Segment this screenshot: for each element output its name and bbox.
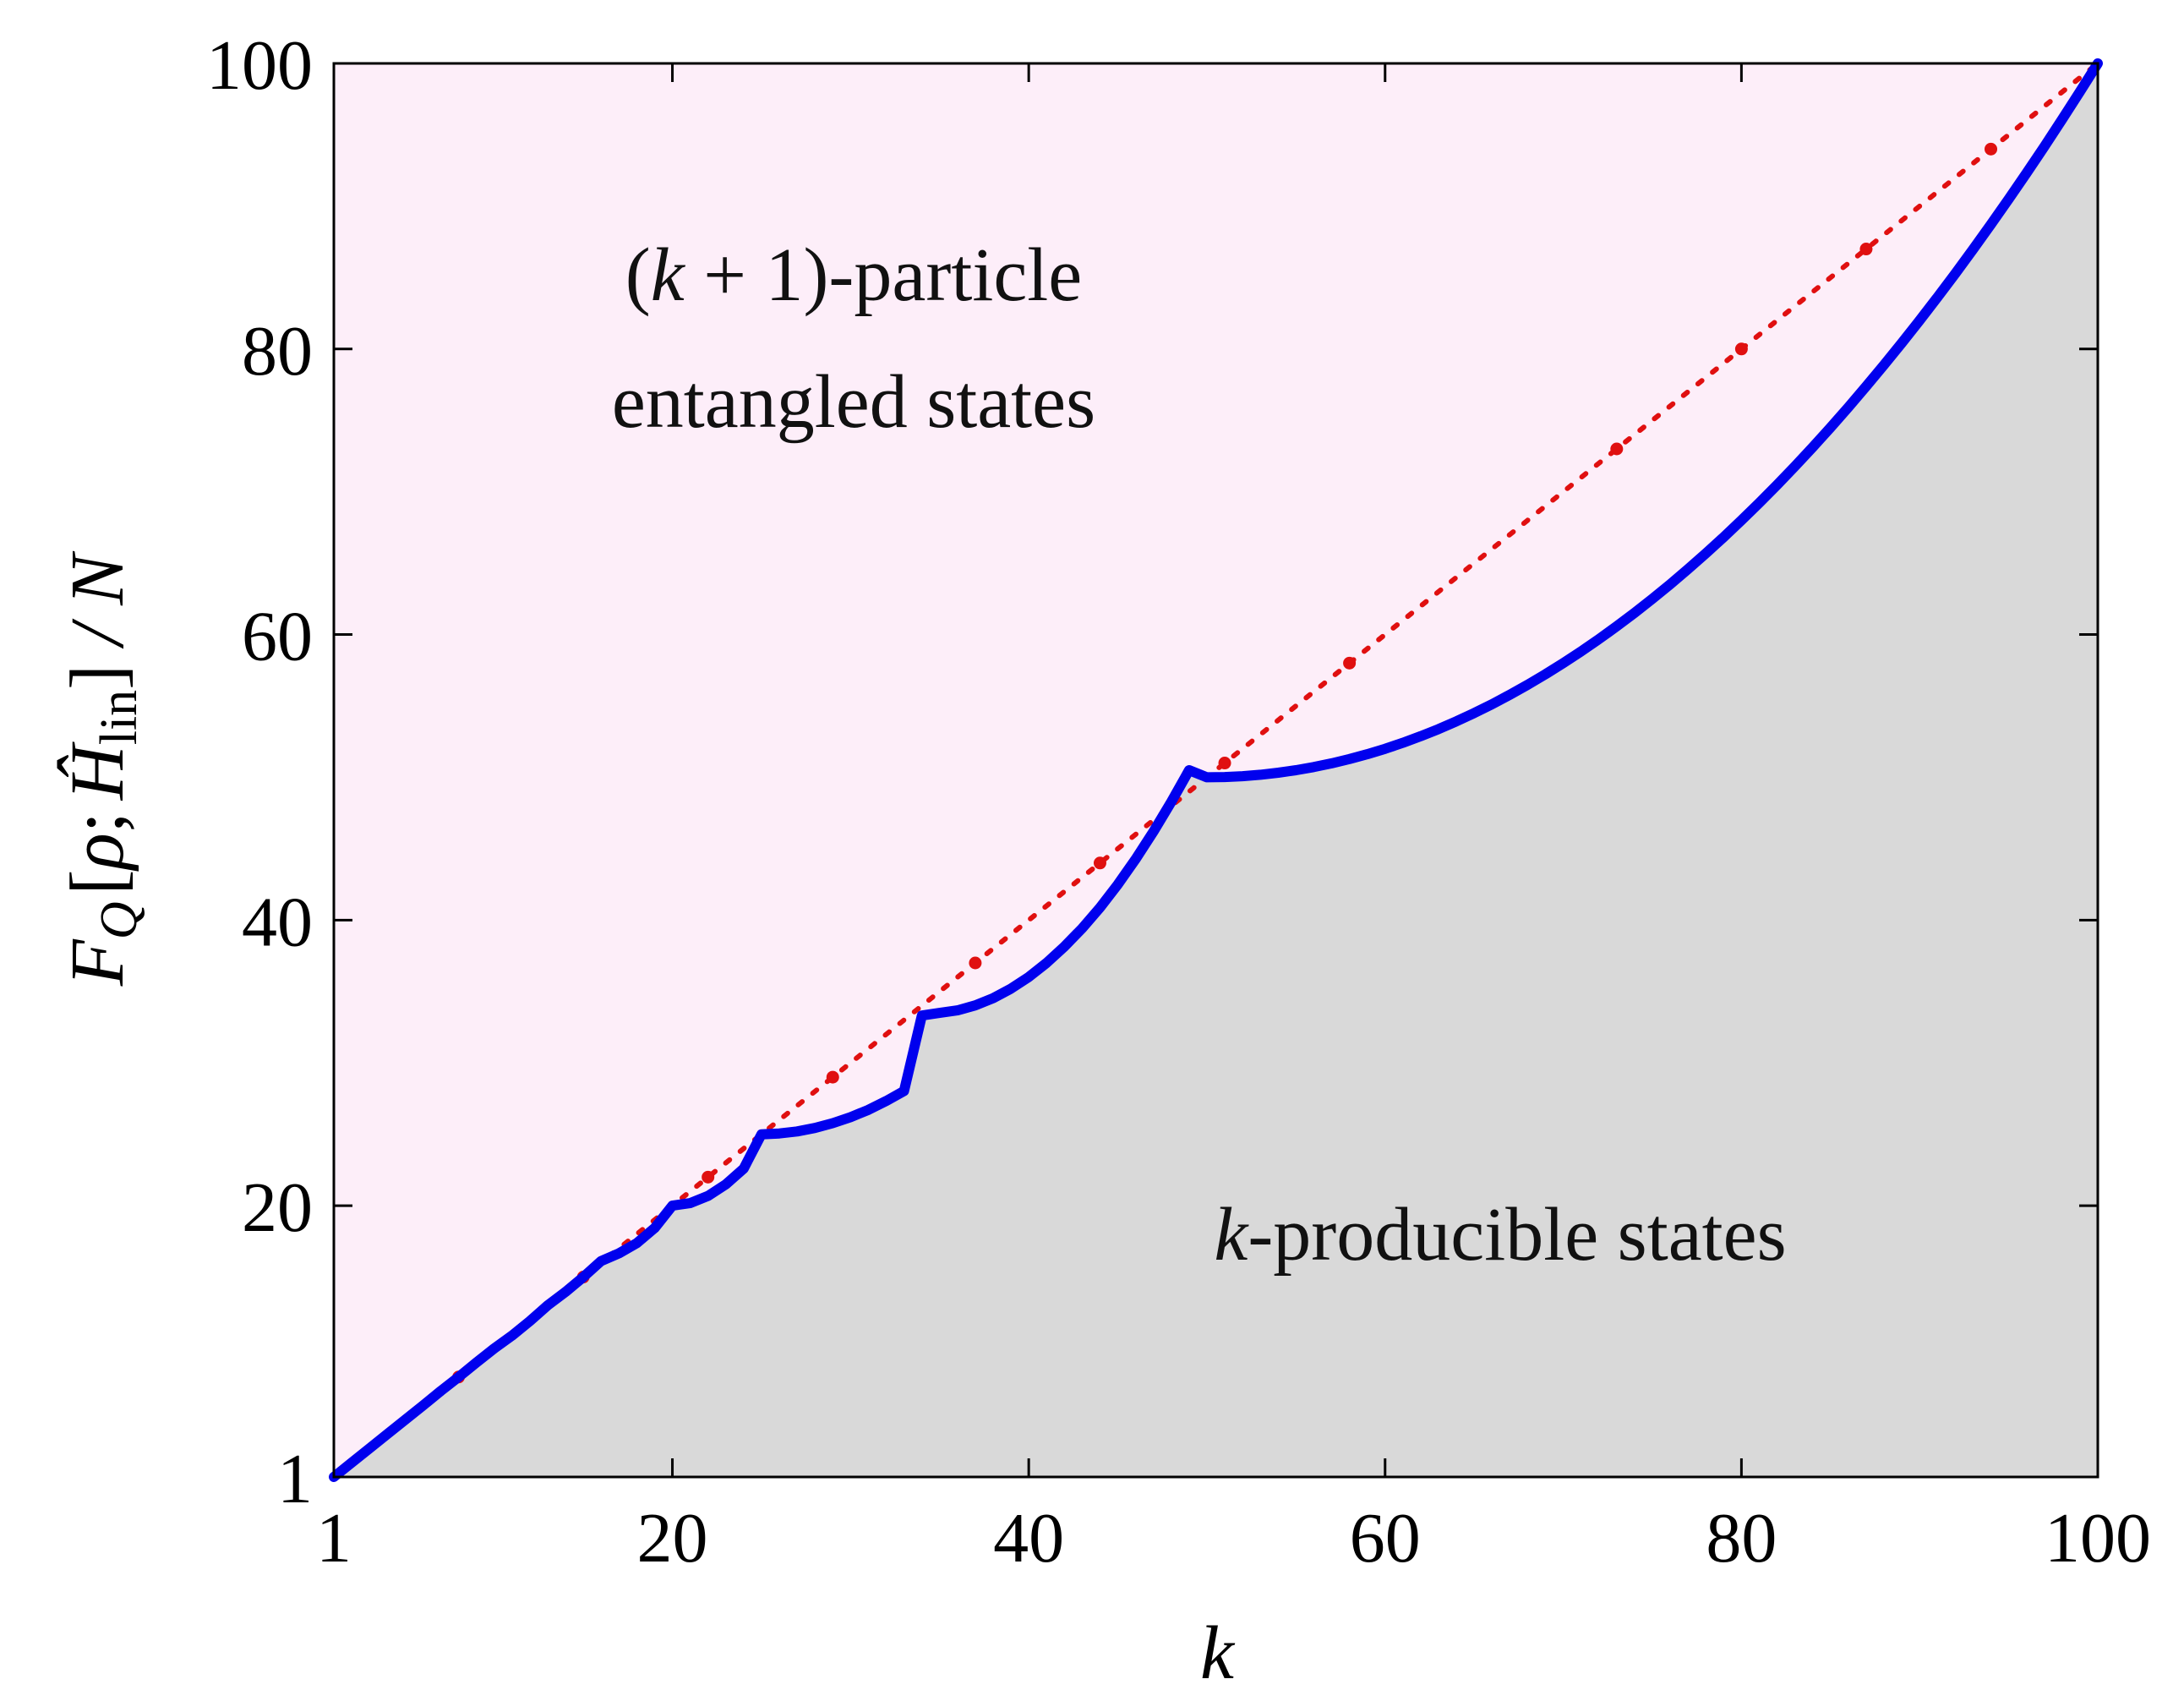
- diagonal-marker: [1218, 757, 1231, 770]
- diagonal-marker: [702, 1170, 715, 1184]
- diagonal-marker: [1093, 856, 1106, 870]
- y-tick-label: 40: [242, 883, 313, 961]
- ylabel-F: F: [56, 938, 139, 987]
- entangled-k: k: [651, 233, 686, 317]
- diagonal-marker: [969, 956, 982, 970]
- y-tick-label: 60: [242, 598, 313, 676]
- diagonal-line: [331, 61, 2100, 1479]
- producible-rest: -producible states: [1248, 1193, 1786, 1277]
- entangled-rest: + 1)-particle: [685, 233, 1083, 317]
- ylabel-lin: lin: [90, 690, 148, 745]
- entangled-label-line1: (k + 1)-particle: [625, 233, 1082, 317]
- x-tick-label: 80: [1706, 1499, 1777, 1578]
- x-tick-label: 20: [637, 1499, 708, 1578]
- y-tick-label: 80: [242, 312, 313, 391]
- diagonal-marker: [1985, 142, 1998, 156]
- ylabel-H: Ĥ: [56, 741, 139, 801]
- entangled-open: (: [625, 233, 651, 317]
- y-tick-label: 1: [277, 1440, 313, 1518]
- x-axis-label: k: [1200, 1611, 1236, 1695]
- ylabel-Q: Q: [90, 901, 148, 939]
- plot-frame: [332, 62, 2099, 1479]
- entangled-label-line2: entangled states: [612, 360, 1095, 444]
- y-tick-label: 100: [206, 26, 313, 105]
- x-tick-label: 40: [993, 1499, 1064, 1578]
- ylabel-suffix: / N: [56, 550, 139, 665]
- diagonal-marker: [1610, 442, 1624, 456]
- producible-region: [334, 63, 2098, 1477]
- diagonal-marker: [1859, 243, 1873, 256]
- diagonal-marker: [826, 1070, 839, 1084]
- y-axis-label: FQ [ρ; Ĥlin] / N: [56, 550, 148, 987]
- y-tick-label: 20: [242, 1168, 313, 1247]
- ylabel-sep: ;: [56, 812, 139, 833]
- diagonal-marker: [1734, 342, 1748, 356]
- ylabel-rho: ρ: [56, 833, 139, 872]
- ylabel-open: [: [56, 869, 139, 894]
- bound-line: [329, 58, 2103, 1482]
- x-tick-label: 100: [2045, 1499, 2151, 1578]
- producible-label: k-producible states: [1214, 1193, 1786, 1277]
- x-tick-label: 60: [1350, 1499, 1421, 1578]
- ylabel-close: ]: [56, 665, 139, 690]
- diagonal-marker: [1343, 656, 1357, 670]
- x-tick-label: 1: [316, 1499, 352, 1578]
- producible-k: k: [1214, 1193, 1249, 1277]
- bound-solid-series: [329, 58, 2103, 1482]
